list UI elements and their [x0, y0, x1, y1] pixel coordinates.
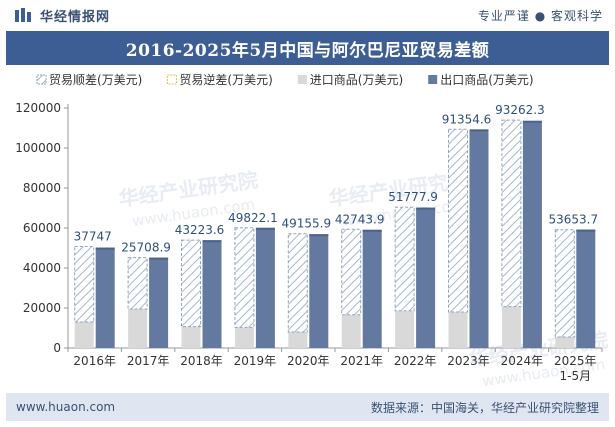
import-bar: [288, 332, 308, 348]
y-tick-label: 20000: [23, 301, 61, 315]
legend-label: 贸易逆差(万美元): [179, 72, 272, 87]
brand: 华经情报网: [14, 6, 110, 25]
export-bar-cap: [95, 247, 115, 250]
export-bar-cap: [309, 234, 329, 237]
legend: 贸易顺差(万美元) 贸易逆差(万美元) 进口商品(万美元) 出口商品(万美元): [36, 72, 534, 87]
data-label: 37747: [74, 230, 112, 244]
data-label: 25708.9: [121, 241, 171, 255]
import-bar: [234, 327, 254, 348]
y-tick-label: 100000: [15, 141, 61, 155]
import-bar: [395, 310, 415, 348]
top-bar: 华经情报网 专业严谨 ● 客观科学: [0, 0, 615, 30]
export-bar: [469, 129, 489, 348]
export-bar-cap: [416, 207, 436, 210]
y-tick-label: 60000: [23, 221, 61, 235]
surplus-bar: [234, 227, 255, 328]
legend-label: 进口商品(万美元): [310, 72, 403, 87]
x-tick-label: 2025年: [554, 354, 597, 368]
surplus-bar: [74, 246, 95, 323]
data-label: 43223.6: [175, 223, 225, 237]
brand-name: 华经情报网: [40, 9, 111, 25]
chart-title: 2016-2025年5月中国与阿尔巴尼亚贸易差额: [125, 40, 490, 61]
export-bar-cap: [576, 229, 596, 232]
brand-logo-icon: [15, 8, 31, 22]
x-tick-label: 1-5月: [559, 369, 591, 383]
data-label: 49155.9: [281, 217, 331, 231]
surplus-bar: [127, 257, 148, 310]
surplus-bar: [501, 119, 522, 308]
x-tick-label: 2016年: [73, 354, 116, 368]
export-bar: [255, 227, 275, 348]
surplus-bar: [341, 228, 362, 316]
footer: www.huaon.com 数据来源：中国海关，华经产业研究院整理: [6, 393, 609, 421]
legend-swatch: [166, 74, 177, 85]
data-label: 91354.6: [442, 112, 492, 126]
export-bar-cap: [149, 257, 169, 260]
bars: [74, 119, 596, 348]
legend-label: 贸易顺差(万美元): [49, 73, 142, 87]
data-label: 93262.3: [495, 103, 545, 117]
y-tick-label: 120000: [15, 101, 61, 115]
y-tick-label: 40000: [23, 261, 61, 275]
import-bar: [341, 314, 361, 348]
y-tick-label: 80000: [23, 181, 61, 195]
footer-website: www.huaon.com: [16, 400, 116, 414]
x-tick-label: 2018年: [180, 354, 223, 368]
import-bar: [448, 312, 468, 348]
axes: 0 20000 40000 60000 80000 100000 120000 2016年 20…: [15, 101, 603, 383]
chart: 华经产业研究院www.huaon.com华经产业研究院www.huaon.com…: [15, 72, 609, 390]
legend-swatch: [297, 75, 307, 84]
import-bar: [555, 337, 575, 348]
x-tick-label: 2019年: [234, 354, 277, 368]
data-label: 42743.9: [335, 212, 385, 226]
footer-source: 数据来源：中国海关，华经产业研究院整理: [370, 400, 599, 415]
title-bar: 2016-2025年5月中国与阿尔巴尼亚贸易差额: [6, 31, 609, 65]
export-bar-cap: [469, 129, 489, 132]
x-tick-label: 2020年: [287, 354, 330, 368]
export-bar: [95, 247, 115, 348]
import-bar: [128, 309, 148, 348]
surplus-bar: [394, 206, 415, 312]
surplus-bar: [554, 229, 575, 338]
y-tick-label: 0: [53, 341, 61, 355]
legend-swatch: [36, 74, 47, 85]
surplus-bar: [448, 128, 468, 313]
x-tick-label: 2021年: [340, 354, 383, 368]
data-label: 51777.9: [388, 190, 438, 204]
x-tick-label: 2022年: [394, 354, 437, 368]
export-bar-cap: [522, 120, 542, 123]
export-bar: [149, 257, 169, 348]
legend-swatch: [428, 75, 438, 84]
export-bar: [416, 207, 436, 348]
data-label: 53653.7: [548, 213, 598, 227]
legend-label: 出口商品(万美元): [440, 72, 533, 87]
export-bar: [362, 229, 382, 348]
export-bar: [576, 229, 596, 348]
import-bar: [74, 322, 94, 348]
surplus-bar: [287, 233, 308, 333]
x-tick-label: 2023年: [447, 354, 490, 368]
tagline: 专业严谨 ● 客观科学: [477, 8, 603, 23]
export-bar-cap: [202, 240, 222, 243]
x-tick-label: 2024年: [501, 354, 544, 368]
export-bar-cap: [255, 227, 275, 230]
export-bar: [522, 120, 542, 348]
data-label: 49822.1: [228, 211, 278, 225]
surplus-bar: [181, 239, 201, 328]
import-bar: [501, 306, 521, 348]
import-bar: [181, 326, 201, 348]
export-bar: [309, 234, 329, 348]
x-tick-label: 2017年: [127, 354, 170, 368]
export-bar: [202, 240, 222, 348]
export-bar-cap: [362, 229, 382, 232]
